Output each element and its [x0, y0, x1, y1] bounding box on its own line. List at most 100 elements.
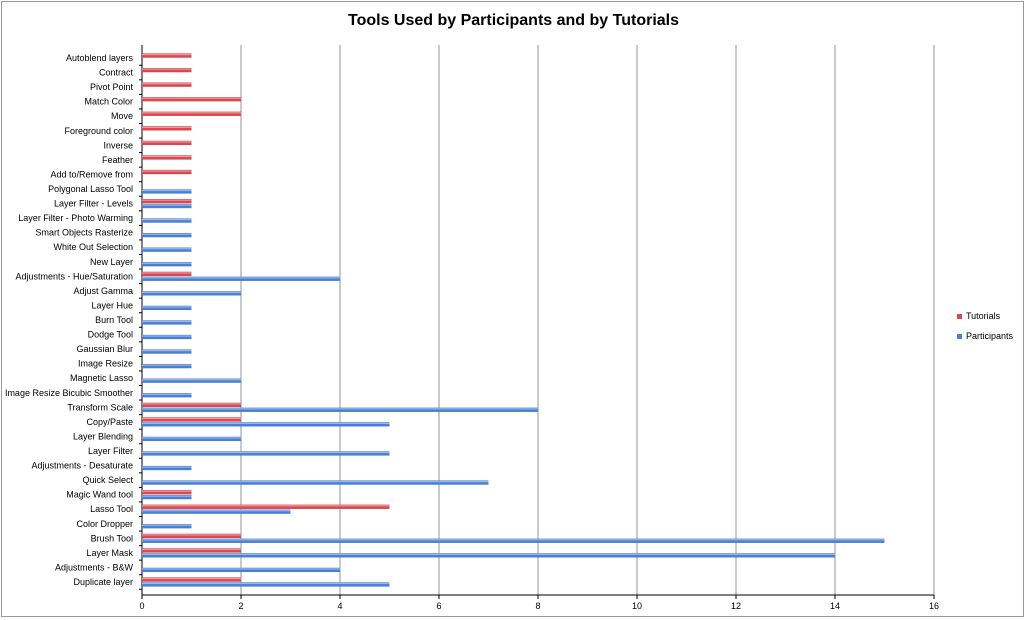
bar-tutorials [142, 271, 192, 277]
bar-participants-highlight [142, 481, 489, 483]
bar-participants-highlight [142, 495, 192, 497]
bar-participants-highlight [142, 248, 192, 250]
bar-tutorials-highlight [142, 417, 241, 420]
category-label: Color Dropper [76, 519, 133, 529]
bar-tutorials-fill [142, 169, 192, 175]
bar-tutorials [142, 504, 390, 509]
category-label: Quick Select [82, 475, 133, 485]
bar-tutorials [142, 548, 241, 553]
bar-tutorials [142, 111, 241, 116]
bar-participants-highlight [142, 393, 192, 395]
category-label: Burn Tool [95, 315, 133, 325]
bar-participants-fill [142, 393, 192, 398]
bar-tutorials-highlight [142, 97, 241, 99]
bar-participants-fill [142, 494, 192, 500]
bar-participants-highlight [142, 379, 241, 381]
category-label: Add to/Remove from [50, 169, 133, 179]
bar-participants-highlight [142, 408, 538, 410]
bar-participants [142, 334, 192, 340]
category-label: Duplicate layer [73, 577, 133, 587]
x-tick-label: 10 [632, 601, 642, 611]
bar-tutorials-fill [142, 198, 192, 204]
legend-swatch [957, 314, 962, 319]
bar-participants-highlight [142, 437, 241, 439]
x-tick-label: 8 [535, 601, 540, 611]
category-labels: Autoblend layers Contract Pivot Point Match… [5, 53, 134, 587]
bar-participants-fill [142, 567, 340, 573]
bar-participants-highlight [142, 189, 192, 192]
category-label: Transform Scale [67, 402, 133, 412]
bar-participants-highlight [142, 350, 192, 352]
bar-participants-fill [142, 203, 192, 209]
bar-participants-fill [142, 363, 192, 369]
bar-tutorials-fill [142, 53, 192, 58]
bar-tutorials [142, 53, 192, 58]
bar-participants [142, 320, 192, 325]
bar-tutorials-highlight [142, 141, 192, 143]
category-label: Polygonal Lasso Tool [48, 184, 133, 194]
category-label: Foreground color [64, 126, 133, 136]
bar-participants-fill [142, 262, 192, 267]
bar-participants [142, 393, 192, 398]
category-label: Image Resize Bicubic Smoother [5, 388, 133, 398]
bar-tutorials-fill [142, 504, 390, 509]
bar-participants-highlight [142, 364, 192, 366]
bar-tutorials-highlight [142, 403, 241, 405]
category-label: Move [111, 111, 133, 121]
category-label: Layer Hue [91, 300, 133, 310]
bar-tutorials [142, 577, 241, 582]
legend-label: Tutorials [966, 311, 1001, 321]
bar-participants-highlight [142, 510, 291, 512]
bar-participants [142, 553, 835, 558]
bar-tutorials-highlight [142, 578, 241, 580]
bar-participants-fill [142, 436, 241, 442]
category-label: Magic Wand tool [66, 490, 133, 500]
bar-participants [142, 480, 489, 485]
bar-tutorials-highlight [142, 548, 241, 551]
bar-tutorials-fill [142, 548, 241, 553]
bar-participants-fill [142, 465, 192, 471]
category-label: Gaussian Blur [76, 344, 133, 354]
category-label: Dodge Tool [88, 330, 133, 340]
category-label: Autoblend layers [66, 53, 134, 63]
bar-participants-highlight [142, 233, 192, 235]
bar-participants [142, 422, 390, 427]
bar-tutorials-highlight [142, 126, 192, 128]
bar-tutorials-fill [142, 140, 192, 146]
bar-participants-highlight [142, 306, 192, 308]
bar-tutorials [142, 490, 192, 495]
bar-tutorials [142, 533, 241, 539]
category-label: Smart Objects Rasterize [35, 228, 133, 238]
bar-tutorials-highlight [142, 199, 192, 201]
bar-participants-fill [142, 451, 390, 456]
bar-participants [142, 407, 538, 412]
bar-tutorials [142, 155, 192, 160]
x-tick-labels: 0 2 4 6 8 10 12 14 16 [139, 601, 939, 611]
bar-participants-fill [142, 232, 192, 238]
bar-participants-fill [142, 276, 340, 281]
bar-participants-highlight [142, 568, 340, 570]
category-label: Layer Filter [88, 446, 133, 456]
bar-participants [142, 363, 192, 369]
legend-label: Participants [966, 331, 1014, 341]
bar-participants [142, 232, 192, 238]
x-tick-label: 12 [731, 601, 741, 611]
bar-participants [142, 451, 390, 456]
bar-tutorials-highlight [142, 54, 192, 56]
gridlines [139, 45, 935, 599]
bar-participants [142, 262, 192, 267]
bar-participants-fill [142, 524, 192, 529]
bar-participants-highlight [142, 291, 241, 293]
bar-participants [142, 189, 192, 194]
bar-participants-highlight [142, 320, 192, 323]
bar-participants-fill [142, 247, 192, 252]
bar-tutorials-highlight [142, 490, 192, 492]
bar-tutorials-fill [142, 271, 192, 277]
bar-participants-fill [142, 553, 835, 558]
bar-participants-highlight [142, 466, 192, 468]
bar-tutorials-fill [142, 533, 241, 539]
category-label: Layer Filter - Photo Warming [18, 213, 133, 223]
bar-tutorials [142, 140, 192, 146]
bar-participants [142, 305, 192, 311]
bar-tutorials-fill [142, 111, 241, 116]
